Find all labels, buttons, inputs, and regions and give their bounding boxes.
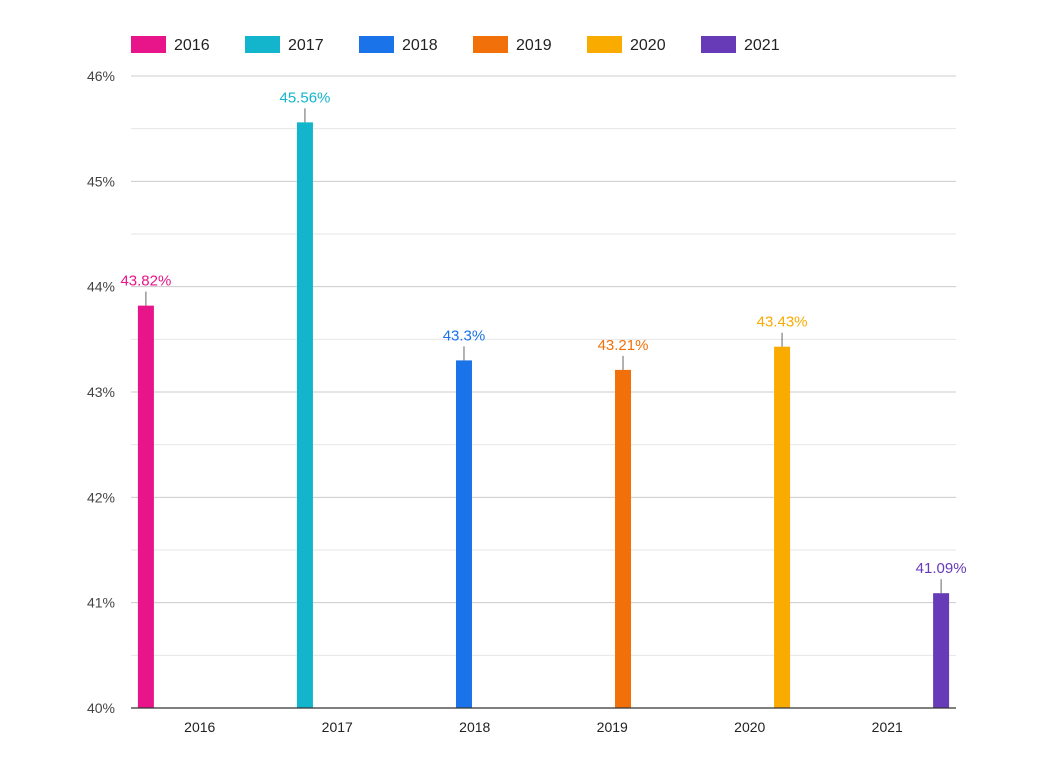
y-tick-label: 40% (87, 700, 115, 716)
legend-label-2016[interactable]: 2016 (174, 37, 210, 54)
legend-swatch-2016 (131, 36, 166, 53)
bars (137, 122, 950, 708)
bar-2017[interactable] (296, 122, 313, 708)
data-label-2016: 43.82% (120, 273, 171, 290)
legend-swatch-2018 (359, 36, 394, 53)
x-axis: 2016 2017 2018 2019 2020 2021 (131, 707, 956, 735)
y-tick-label: 41% (87, 595, 115, 611)
y-tick-label: 43% (87, 384, 115, 400)
data-label-2017: 45.56% (280, 89, 331, 106)
x-tick-label: 2020 (734, 719, 765, 735)
bar-2019[interactable] (615, 369, 632, 708)
legend: 2016 2017 2018 2019 2020 2021 (131, 36, 780, 54)
data-labels: 43.82% 45.56% 43.3% 43.21% 43.43% 41.09% (120, 89, 967, 594)
x-tick-label: 2019 (597, 719, 628, 735)
grid-lines (131, 75, 956, 656)
legend-label-2019[interactable]: 2019 (516, 37, 552, 54)
bar-2020[interactable] (774, 346, 791, 708)
legend-label-2021[interactable]: 2021 (744, 37, 780, 54)
data-label-2019: 43.21% (598, 337, 649, 354)
y-axis: 40% 41% 42% 43% 44% 45% 46% (87, 68, 115, 716)
bar-2016[interactable] (137, 305, 154, 708)
legend-label-2017[interactable]: 2017 (288, 37, 324, 54)
data-label-2020: 43.43% (757, 314, 808, 331)
x-tick-label: 2018 (459, 719, 490, 735)
legend-swatch-2017 (245, 36, 280, 53)
legend-swatch-2020 (587, 36, 622, 53)
legend-label-2020[interactable]: 2020 (630, 37, 666, 54)
legend-swatch-2019 (473, 36, 508, 53)
x-tick-label: 2016 (184, 719, 215, 735)
bar-2018[interactable] (455, 360, 472, 708)
bar-2021[interactable] (933, 593, 950, 708)
legend-label-2018[interactable]: 2018 (402, 37, 438, 54)
y-tick-label: 45% (87, 173, 115, 189)
y-tick-label: 42% (87, 489, 115, 505)
y-tick-label: 44% (87, 279, 115, 295)
y-tick-label: 46% (87, 68, 115, 84)
x-tick-label: 2017 (322, 719, 353, 735)
data-label-2018: 43.3% (443, 327, 486, 344)
x-tick-label: 2021 (872, 719, 903, 735)
data-label-2021: 41.09% (916, 560, 967, 577)
legend-swatch-2021 (701, 36, 736, 53)
